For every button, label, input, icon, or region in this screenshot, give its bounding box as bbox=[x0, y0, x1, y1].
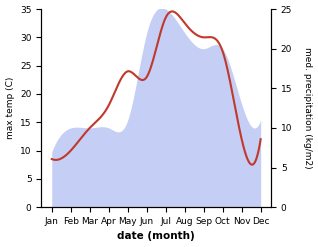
Y-axis label: med. precipitation (kg/m2): med. precipitation (kg/m2) bbox=[303, 47, 313, 169]
X-axis label: date (month): date (month) bbox=[117, 231, 195, 242]
Y-axis label: max temp (C): max temp (C) bbox=[5, 77, 15, 139]
